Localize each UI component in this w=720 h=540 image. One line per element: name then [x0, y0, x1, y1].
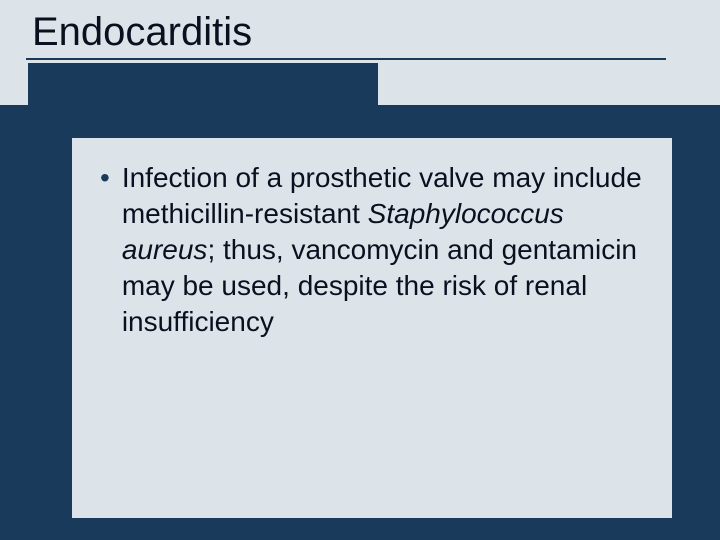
title-underline — [26, 58, 666, 60]
header-region: Endocarditis — [0, 0, 720, 105]
slide: Endocarditis • Infection of a prosthetic… — [0, 0, 720, 540]
title-dark-band — [28, 63, 378, 105]
slide-title: Endocarditis — [32, 10, 252, 55]
bullet-glyph: • — [100, 160, 110, 196]
bullet-item: • Infection of a prosthetic valve may in… — [100, 160, 644, 340]
content-box: • Infection of a prosthetic valve may in… — [72, 138, 672, 518]
bullet-text: Infection of a prosthetic valve may incl… — [122, 160, 644, 340]
